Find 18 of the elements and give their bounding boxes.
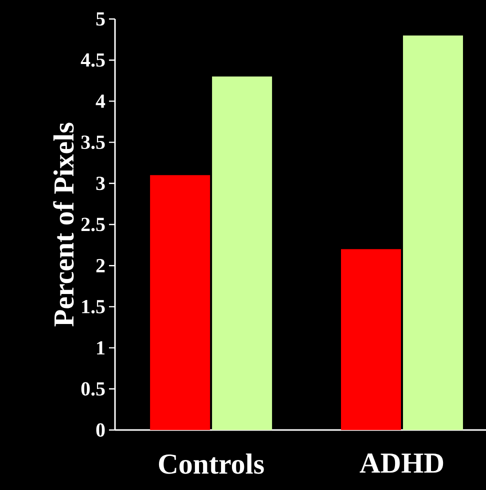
y-tick-label: 0.5 — [81, 382, 105, 396]
bar — [150, 175, 210, 430]
y-tick-label: 2 — [96, 259, 105, 272]
y-tick-label: 1 — [97, 341, 104, 354]
y-tick-label: 3.5 — [81, 136, 105, 150]
y-tick-label: 2.5 — [81, 218, 105, 232]
y-axis-title: Percent of Pixels — [53, 122, 74, 326]
x-tick-label: Controls — [158, 454, 264, 474]
y-tick-label: 5 — [96, 12, 105, 26]
bar — [402, 35, 463, 430]
y-tick-label: 4 — [96, 94, 106, 108]
y-tick-label: 0 — [96, 423, 105, 437]
y-tick-label: 3 — [96, 176, 105, 190]
bar — [340, 249, 401, 430]
x-tick-label: ADHD — [360, 454, 444, 473]
y-tick-label: 1.5 — [82, 300, 105, 314]
bar — [212, 76, 272, 430]
y-tick-label: 4.5 — [80, 53, 105, 67]
